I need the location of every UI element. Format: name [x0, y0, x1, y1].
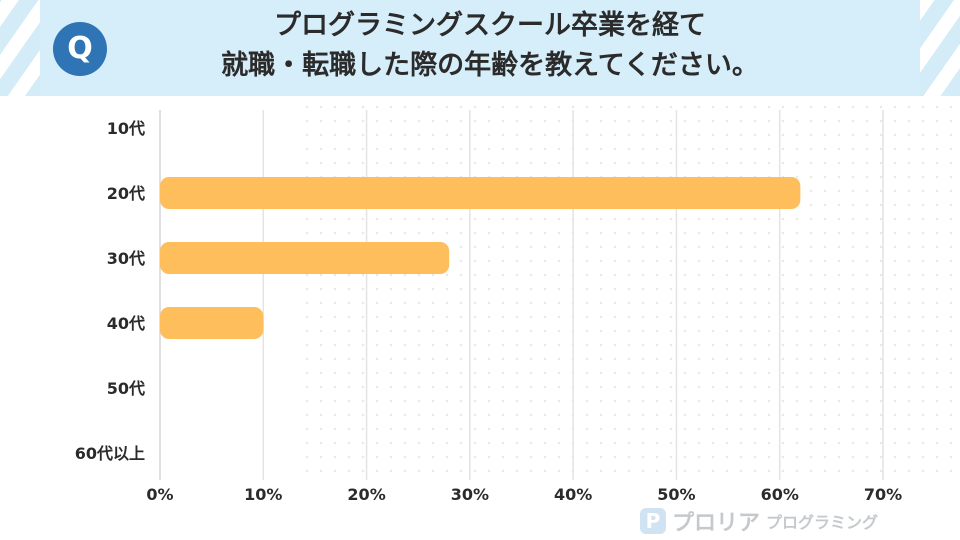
bar: [160, 307, 264, 339]
bars: [160, 177, 801, 339]
y-tick-label: 40代: [107, 314, 145, 333]
grid-lines: [159, 110, 884, 480]
logo-name: プロリア: [672, 511, 761, 536]
bar: [160, 242, 450, 274]
header-band: [40, 0, 920, 96]
x-tick-label: 40%: [554, 485, 592, 504]
y-tick-label: 30代: [107, 249, 145, 268]
logo-p-icon: P: [640, 508, 666, 534]
x-tick-label: 10%: [244, 485, 282, 504]
y-tick-label: 50代: [107, 379, 145, 398]
chart-title-line-2: 就職・転職した際の年齢を教えてください。: [221, 50, 759, 81]
x-tick-label: 60%: [761, 485, 799, 504]
x-tick-labels: 0% 10% 20% 30% 40% 50% 60% 70%: [146, 485, 902, 504]
y-tick-label: 60代以上: [75, 444, 145, 463]
logo-subtitle: プログラミング: [766, 513, 879, 532]
x-tick-label: 0%: [146, 485, 173, 504]
y-tick-label: 10代: [107, 119, 145, 138]
chart-title: プログラミングスクール卒業を経て 就職・転職した際の年齢を教えてください。: [170, 6, 810, 86]
x-tick-label: 50%: [657, 485, 695, 504]
dot-pattern: [300, 100, 960, 480]
question-badge: Q: [53, 22, 107, 76]
x-tick-label: 20%: [347, 485, 385, 504]
bar: [160, 177, 801, 209]
x-tick-label: 30%: [451, 485, 489, 504]
x-tick-label: 70%: [864, 485, 902, 504]
header-background: [0, 0, 960, 96]
chart-title-line-1: プログラミングスクール卒業を経て: [274, 10, 706, 41]
y-tick-labels: 10代 20代 30代 40代 50代 60代以上: [75, 119, 145, 463]
y-tick-label: 20代: [107, 184, 145, 203]
brand-logo: P プロリア プログラミング: [640, 506, 878, 536]
